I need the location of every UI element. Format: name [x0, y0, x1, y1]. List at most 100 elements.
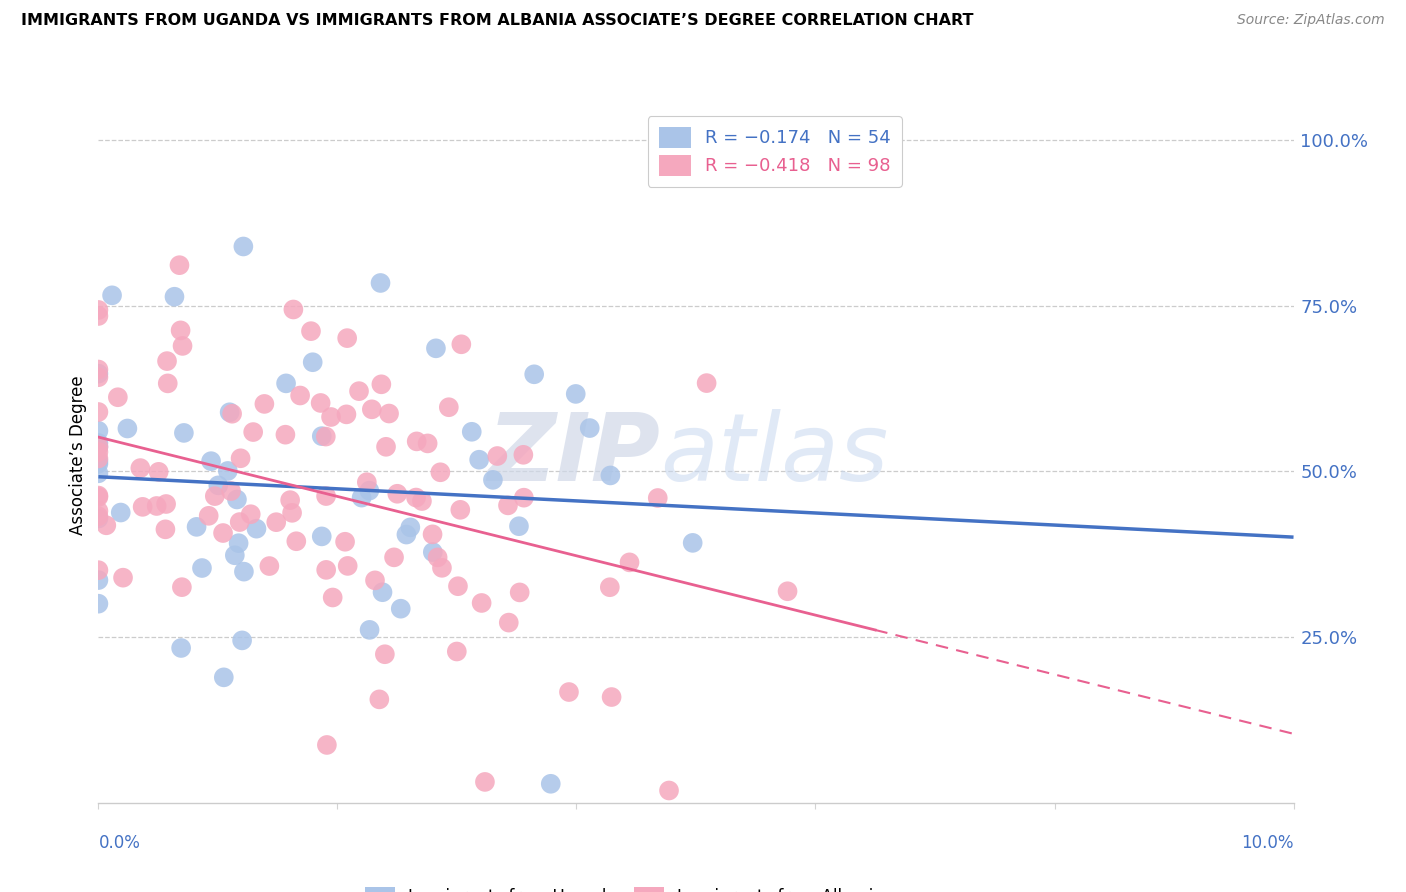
Point [299, 324, 322, 338]
Point [319, 409, 342, 424]
Point [482, 473, 505, 487]
Point [156, 354, 179, 368]
Point [315, 563, 337, 577]
Point [217, 464, 239, 478]
Point [170, 640, 193, 655]
Point [371, 585, 394, 599]
Point [336, 331, 359, 345]
Point [155, 522, 177, 536]
Point [278, 493, 301, 508]
Point [228, 536, 250, 550]
Point [129, 461, 152, 475]
Point [430, 561, 453, 575]
Point [87, 490, 110, 504]
Point [274, 427, 297, 442]
Text: atlas: atlas [661, 409, 889, 500]
Point [87, 362, 110, 376]
Point [429, 465, 451, 479]
Point [112, 571, 135, 585]
Point [315, 429, 337, 443]
Point [347, 384, 370, 399]
Point [360, 402, 382, 417]
Point [87, 597, 110, 611]
Point [658, 783, 681, 797]
Point [375, 440, 398, 454]
Point [87, 367, 110, 381]
Legend: Immigrants from Uganda, Immigrants from Albania: Immigrants from Uganda, Immigrants from … [356, 877, 893, 892]
Point [259, 559, 281, 574]
Point [87, 302, 110, 317]
Point [395, 527, 418, 541]
Point [368, 692, 391, 706]
Point [87, 309, 110, 323]
Point [212, 670, 235, 684]
Point [172, 339, 194, 353]
Point [101, 288, 124, 302]
Point [207, 478, 229, 492]
Point [226, 492, 249, 507]
Point [508, 519, 530, 533]
Point [155, 497, 177, 511]
Point [311, 529, 333, 543]
Point [87, 370, 110, 384]
Point [281, 506, 304, 520]
Point [131, 500, 153, 514]
Point [117, 421, 139, 435]
Point [87, 424, 110, 438]
Point [389, 601, 412, 615]
Point [498, 615, 520, 630]
Point [512, 448, 534, 462]
Point [239, 507, 262, 521]
Point [350, 491, 373, 505]
Point [422, 527, 444, 541]
Point [232, 565, 254, 579]
Text: 10.0%: 10.0% [1241, 834, 1294, 852]
Point [87, 504, 110, 518]
Point [426, 550, 449, 565]
Point [163, 290, 186, 304]
Point [148, 465, 170, 479]
Point [416, 436, 439, 450]
Text: Source: ZipAtlas.com: Source: ZipAtlas.com [1237, 13, 1385, 28]
Point [169, 258, 191, 272]
Point [336, 558, 359, 573]
Point [110, 506, 132, 520]
Point [496, 499, 519, 513]
Point [212, 526, 235, 541]
Point [370, 377, 392, 392]
Point [87, 489, 110, 503]
Point [219, 484, 242, 499]
Point [776, 584, 799, 599]
Point [170, 580, 193, 594]
Text: 0.0%: 0.0% [98, 834, 141, 852]
Point [87, 454, 110, 468]
Point [245, 522, 267, 536]
Point [228, 515, 250, 529]
Point [450, 337, 472, 351]
Point [333, 534, 356, 549]
Point [221, 407, 243, 421]
Point [387, 487, 409, 501]
Point [449, 503, 471, 517]
Point [474, 775, 496, 789]
Point [647, 491, 669, 505]
Point [382, 550, 405, 565]
Point [682, 536, 704, 550]
Point [274, 376, 297, 391]
Point [173, 425, 195, 440]
Point [232, 239, 254, 253]
Point [145, 499, 167, 513]
Point [370, 276, 392, 290]
Point [107, 390, 129, 404]
Point [218, 405, 240, 419]
Point [411, 494, 433, 508]
Point [87, 573, 110, 587]
Point [87, 451, 110, 466]
Point [301, 355, 323, 369]
Point [156, 376, 179, 391]
Point [169, 323, 191, 337]
Point [87, 440, 110, 454]
Point [87, 457, 110, 471]
Point [87, 436, 110, 450]
Point [446, 644, 468, 658]
